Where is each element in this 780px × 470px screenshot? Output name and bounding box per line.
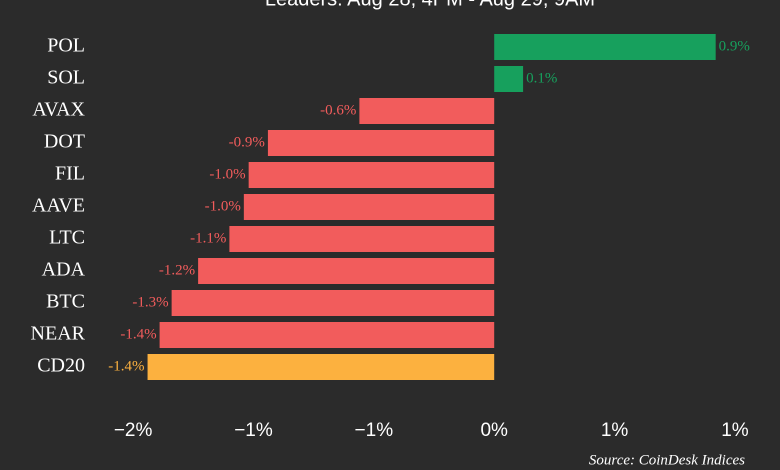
- y-tick-label: DOT: [44, 131, 85, 153]
- y-tick-label: AVAX: [32, 99, 85, 121]
- source-note: Source: CoinDesk Indices: [589, 452, 745, 468]
- x-tick-label: 1%: [601, 420, 629, 441]
- value-label: 0.1%: [526, 70, 557, 86]
- value-label: -1.4%: [108, 358, 144, 374]
- y-tick-label: FIL: [55, 163, 85, 185]
- x-tick-label: −1%: [234, 420, 273, 441]
- x-tick-label: 0%: [480, 420, 508, 441]
- y-tick-label: POL: [47, 35, 85, 57]
- value-label: -0.9%: [229, 134, 265, 150]
- value-label: -1.4%: [120, 326, 156, 342]
- bar: [494, 66, 524, 92]
- x-tick-label: −2%: [114, 420, 153, 441]
- bar: [494, 34, 716, 60]
- value-label: -1.0%: [205, 198, 241, 214]
- y-tick-label: CD20: [37, 355, 85, 377]
- value-label: -1.1%: [190, 230, 226, 246]
- bar: [229, 226, 495, 252]
- value-label: -1.2%: [159, 262, 195, 278]
- value-label: -1.3%: [132, 294, 168, 310]
- bar: [147, 354, 495, 380]
- bar: [243, 194, 495, 220]
- bar: [267, 130, 495, 156]
- x-tick-label: 1%: [721, 420, 749, 441]
- value-label: -0.6%: [320, 102, 356, 118]
- x-tick-label: −1%: [355, 420, 394, 441]
- bar: [198, 258, 495, 284]
- value-label: 0.9%: [719, 38, 750, 54]
- y-tick-label: ADA: [42, 259, 86, 281]
- y-tick-label: LTC: [49, 227, 85, 249]
- y-tick-label: NEAR: [31, 323, 86, 345]
- bar: [171, 290, 495, 316]
- y-tick-label: SOL: [47, 67, 85, 89]
- bar: [159, 322, 495, 348]
- y-tick-label: BTC: [46, 291, 85, 313]
- chart-title: Leaders: Aug 28, 4PM - Aug 29, 9AM: [265, 0, 595, 10]
- bar: [248, 162, 495, 188]
- value-label: -1.0%: [209, 166, 245, 182]
- y-tick-label: AAVE: [32, 195, 85, 217]
- bar: [359, 98, 495, 124]
